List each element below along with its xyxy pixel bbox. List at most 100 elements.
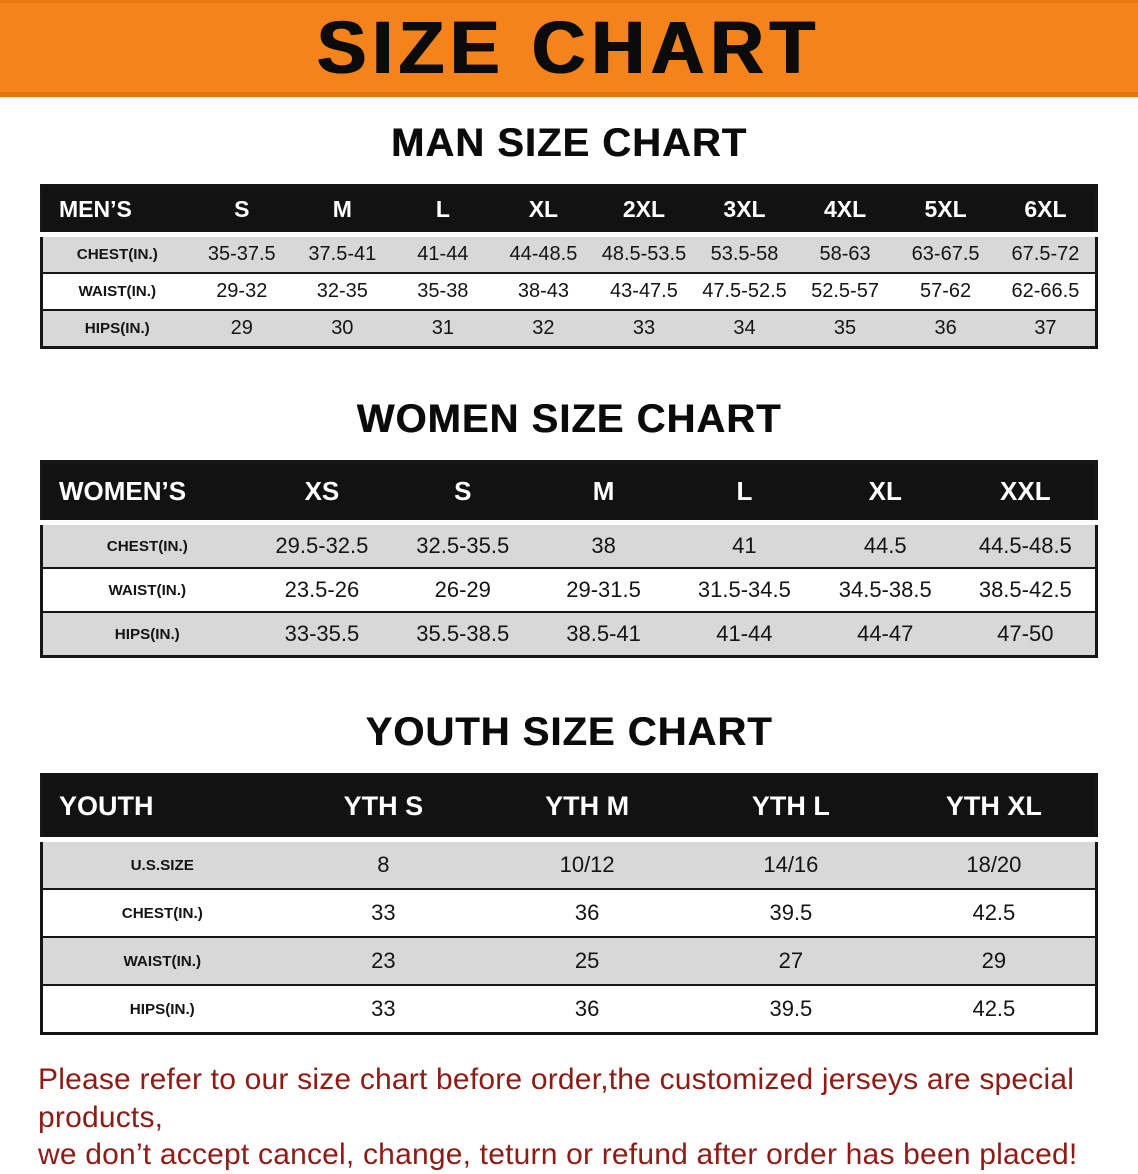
table-row: CHEST(IN.) 33 36 39.5 42.5 [41, 888, 1097, 937]
size-value-cell: 58-63 [794, 233, 896, 273]
size-value-cell: 23 [281, 936, 486, 985]
row-label: U.S.SIZE [41, 838, 282, 889]
size-value-cell: 14/16 [689, 838, 893, 889]
row-label: CHEST(IN.) [41, 888, 282, 937]
size-value-cell: 29 [191, 309, 293, 348]
table-row: WAIST(IN.) 29-32 32-35 35-38 38-43 43-47.5 47.… [41, 272, 1097, 310]
size-value-cell: 36 [485, 888, 689, 937]
size-value-cell: 34.5-38.5 [814, 567, 956, 612]
size-value-cell: 32 [493, 309, 594, 348]
size-value-cell: 23.5-26 [251, 567, 393, 612]
table-row: HIPS(IN.) 29 30 31 32 33 34 35 36 37 [41, 309, 1097, 348]
size-value-cell: 35-37.5 [191, 233, 293, 273]
size-value-cell: 35 [794, 309, 896, 348]
size-column-header: YTH XL [892, 774, 1097, 842]
size-value-cell: 38.5-41 [533, 611, 674, 657]
size-value-cell: 39.5 [689, 888, 893, 937]
size-value-cell: 33 [593, 309, 695, 348]
size-column-header: XXL [955, 461, 1097, 525]
size-column-header: YTH M [485, 774, 689, 842]
table-row: HIPS(IN.) 33 36 39.5 42.5 [41, 984, 1097, 1034]
size-value-cell: 37 [995, 309, 1097, 348]
size-column-header: S [191, 185, 293, 237]
size-value-cell: 47.5-52.5 [694, 272, 795, 310]
men-size-table: MEN’S S M L XL 2XL 3XL 4XL 5XL 6XL CHEST(IN.) 35-37… [40, 184, 1098, 349]
size-value-cell: 37.5-41 [292, 233, 393, 273]
women-size-chart-section: WOMEN SIZE CHART WOMEN’S XS S M L XL XXL CHEST(I… [0, 397, 1138, 658]
size-value-cell: 42.5 [892, 888, 1097, 937]
table-row: HIPS(IN.) 33-35.5 35.5-38.5 38.5-41 41-44 44-… [41, 611, 1097, 657]
row-label: CHEST(IN.) [41, 521, 252, 568]
row-label: HIPS(IN.) [41, 309, 192, 348]
size-value-cell: 25 [485, 936, 689, 985]
table-header-row: WOMEN’S XS S M L XL XXL [41, 461, 1097, 525]
size-value-cell: 32.5-35.5 [392, 521, 534, 568]
size-value-cell: 44-47 [814, 611, 956, 657]
size-value-cell: 44-48.5 [493, 233, 594, 273]
row-label: HIPS(IN.) [41, 984, 282, 1034]
size-value-cell: 52.5-57 [794, 272, 896, 310]
table-row: WAIST(IN.) 23 25 27 29 [41, 936, 1097, 985]
size-column-header: 2XL [593, 185, 695, 237]
size-column-header: XL [493, 185, 594, 237]
size-value-cell: 29.5-32.5 [251, 521, 393, 568]
size-value-cell: 39.5 [689, 984, 893, 1034]
size-value-cell: 41 [673, 521, 815, 568]
size-value-cell: 63-67.5 [895, 233, 996, 273]
women-size-chart-title: WOMEN SIZE CHART [356, 397, 782, 441]
banner: SIZE CHART [0, 0, 1138, 97]
size-value-cell: 29-31.5 [533, 567, 674, 612]
size-value-cell: 47-50 [955, 611, 1097, 657]
size-column-header: 3XL [694, 185, 795, 237]
size-column-header: XL [814, 461, 956, 525]
table-row: WAIST(IN.) 23.5-26 26-29 29-31.5 31.5-34.5 34… [41, 567, 1097, 612]
size-column-header: XS [251, 461, 393, 525]
size-value-cell: 38.5-42.5 [955, 567, 1097, 612]
table-row: CHEST(IN.) 35-37.5 37.5-41 41-44 44-48.5 48.5… [41, 233, 1097, 273]
size-column-header: 6XL [995, 185, 1097, 237]
youth-size-chart-section: YOUTH SIZE CHART YOUTH YTH S YTH M YTH L YTH … [0, 710, 1138, 1035]
men-size-chart-title: MAN SIZE CHART [390, 121, 748, 165]
size-value-cell: 57-62 [895, 272, 996, 310]
order-notice: Please refer to our size chart before or… [38, 1061, 1100, 1174]
size-value-cell: 43-47.5 [593, 272, 695, 310]
table-row: CHEST(IN.) 29.5-32.5 32.5-35.5 38 41 44.5 44.5… [41, 521, 1097, 568]
size-column-header: 5XL [895, 185, 996, 237]
youth-size-table: YOUTH YTH S YTH M YTH L YTH XL U.S.SIZE 8 10/12… [40, 773, 1098, 1035]
size-column-header: L [392, 185, 494, 237]
size-value-cell: 33 [281, 888, 486, 937]
table-header-row: MEN’S S M L XL 2XL 3XL 4XL 5XL 6XL [41, 185, 1097, 237]
size-value-cell: 44.5-48.5 [955, 521, 1097, 568]
table-header-row: YOUTH YTH S YTH M YTH L YTH XL [41, 774, 1097, 842]
size-value-cell: 8 [281, 838, 486, 889]
women-size-table: WOMEN’S XS S M L XL XXL CHEST(IN.) 29.5-32.5 32.5… [40, 460, 1098, 658]
size-value-cell: 10/12 [485, 838, 689, 889]
size-value-cell: 18/20 [892, 838, 1097, 889]
size-value-cell: 36 [895, 309, 996, 348]
size-value-cell: 36 [485, 984, 689, 1034]
size-column-header: M [533, 461, 674, 525]
row-label: HIPS(IN.) [41, 611, 252, 657]
size-value-cell: 31.5-34.5 [673, 567, 815, 612]
size-value-cell: 35.5-38.5 [392, 611, 534, 657]
table-corner-label: YOUTH [41, 774, 282, 842]
row-label: WAIST(IN.) [41, 936, 282, 985]
men-size-chart-section: MAN SIZE CHART MEN’S S M L XL 2XL 3XL 4XL 5XL 6XL C… [0, 121, 1138, 349]
size-value-cell: 48.5-53.5 [593, 233, 695, 273]
size-value-cell: 33-35.5 [251, 611, 393, 657]
size-value-cell: 67.5-72 [995, 233, 1097, 273]
size-column-header: YTH L [689, 774, 893, 842]
size-value-cell: 35-38 [392, 272, 494, 310]
size-value-cell: 34 [694, 309, 795, 348]
notice-line-1: Please refer to our size chart before or… [38, 1063, 1075, 1134]
page-title: SIZE CHART [317, 6, 821, 89]
size-value-cell: 32-35 [292, 272, 393, 310]
size-value-cell: 33 [281, 984, 486, 1034]
size-value-cell: 53.5-58 [694, 233, 795, 273]
size-value-cell: 44.5 [814, 521, 956, 568]
table-row: U.S.SIZE 8 10/12 14/16 18/20 [41, 838, 1097, 889]
size-column-header: L [673, 461, 815, 525]
size-value-cell: 26-29 [392, 567, 534, 612]
row-label: WAIST(IN.) [41, 567, 252, 612]
